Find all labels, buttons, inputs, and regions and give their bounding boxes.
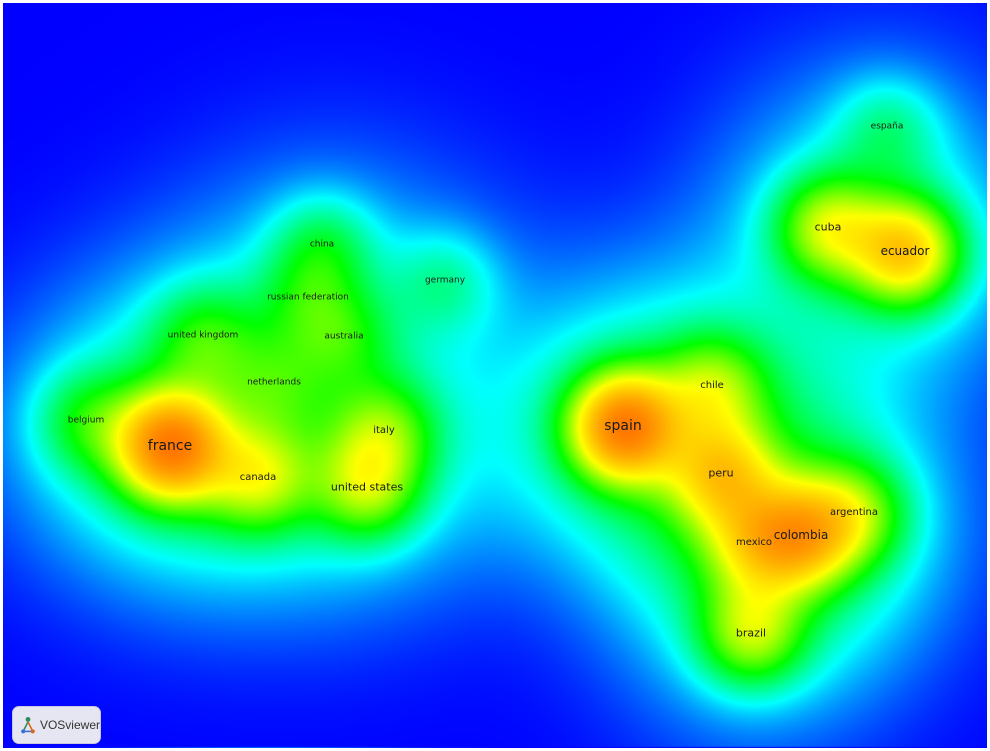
item-label-argentina[interactable]: argentina	[830, 508, 878, 518]
vosviewer-logo-text: VOSviewer	[40, 718, 100, 732]
item-label-colombia[interactable]: colombia	[774, 529, 829, 541]
item-label-italy[interactable]: italy	[373, 426, 395, 436]
vosviewer-logo-icon	[20, 714, 36, 736]
heatmap-canvas-frame: france spain ecuador cuba españa colombia peru…	[3, 3, 987, 748]
vosviewer-logo: VOSviewer	[12, 706, 101, 744]
item-label-germany[interactable]: germany	[425, 277, 465, 286]
item-label-chile[interactable]: chile	[700, 381, 724, 391]
item-label-peru[interactable]: peru	[708, 468, 733, 479]
item-label-ecuador[interactable]: ecuador	[881, 245, 930, 257]
item-label-spain[interactable]: spain	[604, 419, 642, 433]
item-label-france[interactable]: france	[148, 439, 192, 453]
item-label-mexico[interactable]: mexico	[736, 538, 772, 548]
item-label-russian-federation[interactable]: russian federation	[267, 294, 349, 303]
item-labels-layer: france spain ecuador cuba españa colombia peru…	[3, 3, 987, 748]
item-label-united-states[interactable]: united states	[331, 482, 403, 493]
item-label-belgium[interactable]: belgium	[68, 417, 104, 426]
item-label-cuba[interactable]: cuba	[815, 222, 842, 233]
item-label-united-kingdom[interactable]: united kingdom	[168, 332, 239, 341]
item-label-brazil[interactable]: brazil	[736, 628, 766, 639]
item-label-australia[interactable]: australia	[324, 333, 363, 342]
item-label-china[interactable]: china	[310, 241, 334, 250]
item-label-netherlands[interactable]: netherlands	[247, 379, 301, 388]
item-label-españa[interactable]: españa	[871, 123, 904, 132]
item-label-canada[interactable]: canada	[240, 473, 277, 483]
